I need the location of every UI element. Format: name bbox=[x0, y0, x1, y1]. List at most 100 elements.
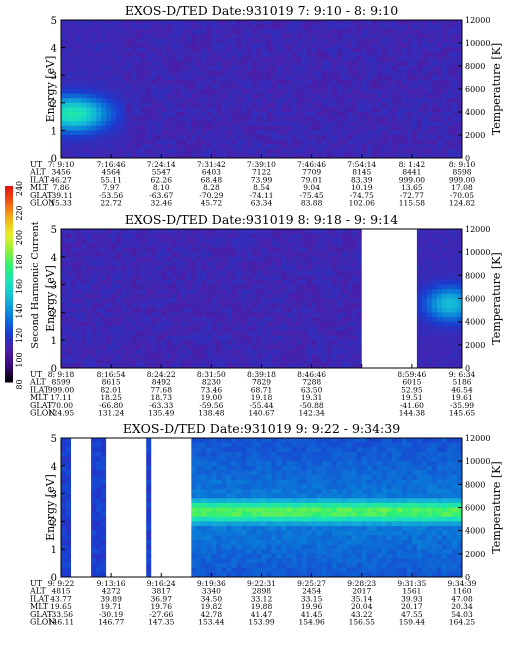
heatmap-cell bbox=[406, 247, 413, 253]
heatmap-cell bbox=[111, 84, 117, 90]
heatmap-cell bbox=[416, 56, 423, 62]
heatmap-cell bbox=[231, 242, 237, 248]
heatmap-cell bbox=[301, 84, 308, 90]
heatmap-cell bbox=[266, 52, 272, 58]
heatmap-cell bbox=[301, 279, 308, 285]
heatmap-cell bbox=[131, 335, 137, 341]
heatmap-cell bbox=[66, 293, 72, 299]
heatmap-cell bbox=[361, 344, 368, 350]
heatmap-cell bbox=[61, 307, 67, 313]
heatmap-cell bbox=[61, 298, 67, 304]
heatmap-cell bbox=[181, 233, 187, 239]
heatmap-cell bbox=[431, 261, 438, 267]
heatmap-cell bbox=[181, 102, 187, 108]
heatmap-cell bbox=[61, 330, 67, 336]
heatmap-cell bbox=[196, 153, 202, 159]
heatmap-cell bbox=[161, 298, 167, 304]
heatmap-cell bbox=[306, 363, 313, 369]
heatmap-cell bbox=[106, 363, 112, 369]
heatmap-cell bbox=[366, 298, 373, 304]
heatmap-cell bbox=[191, 284, 197, 290]
y-tick-label: 2 bbox=[51, 308, 57, 319]
heatmap-cell bbox=[111, 252, 117, 258]
heatmap-cell bbox=[61, 238, 67, 244]
heatmap-cell bbox=[286, 312, 292, 318]
heatmap-cell bbox=[126, 335, 132, 341]
heatmap-cell bbox=[346, 52, 353, 58]
heatmap-cell bbox=[391, 24, 398, 30]
heatmap-cell bbox=[61, 256, 67, 262]
heatmap-cell bbox=[311, 130, 318, 136]
heatmap-cell bbox=[371, 139, 378, 145]
heatmap-cell bbox=[426, 303, 433, 309]
heatmap-cell bbox=[376, 98, 383, 104]
heatmap-cell bbox=[326, 261, 333, 267]
heatmap-cell bbox=[351, 116, 358, 122]
heatmap-cell bbox=[281, 139, 287, 145]
heatmap-cell bbox=[331, 153, 338, 159]
heatmap-cell bbox=[141, 233, 147, 239]
heatmap-cell bbox=[96, 358, 102, 364]
heatmap-cell bbox=[66, 75, 72, 81]
heatmap-cell bbox=[421, 275, 428, 281]
heatmap-cell bbox=[341, 66, 348, 71]
heatmap-cell bbox=[421, 153, 428, 159]
heatmap-cell bbox=[191, 102, 197, 108]
heatmap-cell bbox=[141, 289, 147, 295]
heatmap-cell bbox=[76, 307, 82, 313]
heatmap-cell bbox=[326, 93, 333, 99]
heatmap-cell bbox=[126, 20, 132, 25]
column-value: 7.97 bbox=[103, 183, 120, 192]
heatmap-cell bbox=[416, 340, 423, 346]
heatmap-cell bbox=[286, 89, 292, 94]
heatmap-cell bbox=[331, 247, 338, 253]
heatmap-cell bbox=[161, 125, 167, 131]
heatmap-cell bbox=[291, 102, 297, 108]
heatmap-cell bbox=[411, 354, 418, 360]
heatmap-cell bbox=[256, 43, 262, 48]
heatmap-cell bbox=[401, 261, 408, 267]
heatmap-cell bbox=[96, 70, 102, 76]
heatmap-cell bbox=[231, 270, 237, 276]
colorbar-segment bbox=[5, 274, 13, 279]
heatmap-cell bbox=[171, 242, 177, 248]
heatmap-cell bbox=[211, 135, 217, 140]
heatmap-cell bbox=[321, 153, 328, 159]
heatmap-cell bbox=[341, 335, 348, 341]
heatmap-cell bbox=[336, 125, 343, 131]
heatmap-cell bbox=[401, 330, 408, 336]
heatmap-cell bbox=[406, 43, 413, 48]
heatmap-cell bbox=[336, 289, 343, 295]
heatmap-cell bbox=[421, 256, 428, 262]
heatmap-cell bbox=[216, 20, 222, 25]
heatmap-cell bbox=[151, 29, 157, 35]
heatmap-cell bbox=[226, 107, 232, 113]
heatmap-cell bbox=[141, 79, 147, 85]
heatmap-cell bbox=[146, 275, 152, 281]
heatmap-cell bbox=[391, 121, 398, 127]
heatmap-cell bbox=[406, 84, 413, 90]
heatmap-cell bbox=[376, 52, 383, 58]
heatmap-cell bbox=[146, 112, 152, 117]
heatmap-cell bbox=[251, 20, 257, 25]
heatmap-cell bbox=[251, 247, 257, 253]
heatmap-cell bbox=[151, 102, 157, 108]
heatmap-cell bbox=[171, 52, 177, 58]
heatmap-cell bbox=[366, 89, 373, 94]
heatmap-cell bbox=[416, 29, 423, 35]
heatmap-cell bbox=[101, 275, 107, 281]
heatmap-cell bbox=[421, 358, 428, 364]
heatmap-cell bbox=[356, 252, 363, 258]
heatmap-cell bbox=[191, 321, 197, 327]
heatmap-cell bbox=[381, 307, 388, 313]
heatmap-cell bbox=[151, 321, 157, 327]
heatmap-cell bbox=[141, 148, 147, 154]
heatmap-cell bbox=[281, 148, 287, 154]
heatmap-cell bbox=[101, 98, 107, 104]
heatmap-cell bbox=[446, 312, 453, 318]
heatmap-cell bbox=[221, 307, 227, 313]
heatmap-cell bbox=[421, 326, 428, 332]
heatmap-cell bbox=[96, 256, 102, 262]
heatmap-cell bbox=[161, 344, 167, 350]
heatmap-cell bbox=[216, 307, 222, 313]
